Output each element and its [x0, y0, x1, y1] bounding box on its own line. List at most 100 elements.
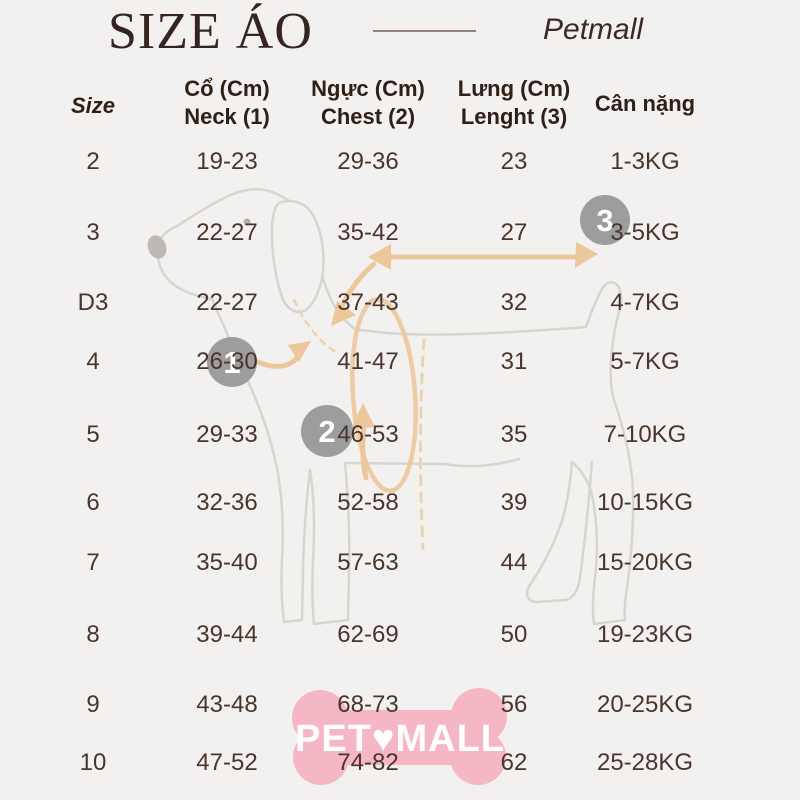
- neck-value: 26-30: [196, 348, 258, 375]
- length-value: 62: [500, 749, 528, 776]
- col-header-weight: Cân nặng: [594, 91, 696, 116]
- length-arrow-head-right: [575, 242, 598, 268]
- table-row: 9 43-48 68-73 56 20-25KG: [0, 689, 800, 721]
- col-header-neck-vi: Cổ (Cm): [184, 76, 270, 101]
- weight-value: 15-20KG: [596, 549, 694, 576]
- chest-value: 57-63: [337, 549, 399, 576]
- length-value: 31: [500, 348, 528, 375]
- size-value: 10: [79, 749, 107, 776]
- table-row: 2 19-23 29-36 23 1-3KG: [0, 146, 800, 178]
- collar-arrow-head: [288, 341, 311, 362]
- length-value: 27: [500, 219, 528, 246]
- chest-arrow-head: [351, 403, 375, 429]
- neck-value: 22-27: [196, 289, 258, 316]
- length-value: 23: [500, 148, 528, 175]
- badge-2-circle: [301, 405, 353, 457]
- chest-value: 52-58: [337, 489, 399, 516]
- col-header-length-vi: Lưng (Cm): [457, 76, 571, 101]
- girth-dashed-guide: [418, 338, 426, 550]
- size-value: 9: [86, 691, 100, 718]
- chest-value: 62-69: [337, 621, 399, 648]
- chest-value: 35-42: [337, 219, 399, 246]
- size-value: D3: [77, 289, 109, 316]
- neck-value: 22-27: [196, 219, 258, 246]
- chest-value: 46-53: [337, 421, 399, 448]
- size-value: 5: [86, 421, 100, 448]
- chest-value: 68-73: [337, 691, 399, 718]
- chest-value: 74-82: [337, 749, 399, 776]
- table-row: 5 29-33 46-53 35 7-10KG: [0, 419, 800, 451]
- size-value: 3: [86, 219, 100, 246]
- badge-3-circle: [580, 195, 630, 245]
- weight-value: 4-7KG: [610, 289, 680, 316]
- weight-value: 7-10KG: [603, 421, 687, 448]
- neck-dashed-guide: [292, 298, 339, 355]
- neck-value: 29-33: [196, 421, 258, 448]
- weight-value: 3-5KG: [610, 219, 680, 246]
- table-row: D3 22-27 37-43 32 4-7KG: [0, 287, 800, 319]
- size-value: 2: [86, 148, 100, 175]
- neck-value: 32-36: [196, 489, 258, 516]
- badge-1-circle: [207, 337, 257, 387]
- col-header-chest: Ngực (Cm) Chest (2): [293, 75, 443, 131]
- col-header-size: Size: [70, 93, 116, 118]
- size-value: 4: [86, 348, 100, 375]
- length-value: 39: [500, 489, 528, 516]
- brand-name: Petmall: [543, 13, 644, 46]
- bone-logo-text: PET♥MALL: [295, 718, 505, 760]
- chest-value: 37-43: [337, 289, 399, 316]
- badge-1-number: 1: [223, 345, 240, 380]
- weight-value: 19-23KG: [596, 621, 694, 648]
- length-value: 32: [500, 289, 528, 316]
- chest-value: 29-36: [337, 148, 399, 175]
- neck-value: 35-40: [196, 549, 258, 576]
- weight-value: 20-25KG: [596, 691, 694, 718]
- col-header-length-en: Lenght (3): [460, 104, 568, 129]
- weight-value: 25-28KG: [596, 749, 694, 776]
- size-value: 7: [86, 549, 100, 576]
- dog-nose: [147, 235, 167, 259]
- table-row: 3 22-27 35-42 27 3-5KG: [0, 217, 800, 249]
- length-arrow-head-left: [368, 244, 391, 270]
- weight-value: 1-3KG: [610, 148, 680, 175]
- col-header-length: Lưng (Cm) Lenght (3): [439, 75, 589, 131]
- length-value: 56: [500, 691, 528, 718]
- neck-value: 19-23: [196, 148, 258, 175]
- header-divider: [373, 30, 476, 32]
- table-row: 6 32-36 52-58 39 10-15KG: [0, 487, 800, 519]
- page-title: SIZE ÁO: [108, 3, 313, 60]
- petmall-bone-logo: PET♥MALL: [292, 688, 507, 785]
- size-value: 8: [86, 621, 100, 648]
- length-value: 44: [500, 549, 528, 576]
- neck-value: 43-48: [196, 691, 258, 718]
- badge-3-number: 3: [596, 203, 613, 238]
- col-header-neck: Cổ (Cm) Neck (1): [152, 75, 302, 131]
- chest-value: 41-47: [337, 348, 399, 375]
- chest-girth-ellipse: [350, 296, 418, 494]
- length-value: 50: [500, 621, 528, 648]
- col-header-neck-en: Neck (1): [184, 104, 270, 129]
- dog-ear: [270, 199, 325, 314]
- col-header-chest-en: Chest (2): [320, 104, 416, 129]
- col-header-chest-vi: Ngực (Cm): [311, 76, 425, 101]
- measure-badges: 1 2 3: [207, 195, 630, 457]
- table-row: 10 47-52 74-82 62 25-28KG: [0, 747, 800, 779]
- weight-value: 5-7KG: [610, 348, 680, 375]
- table-row: 8 39-44 62-69 50 19-23KG: [0, 619, 800, 651]
- dog-eye: [243, 218, 251, 226]
- neck-value: 39-44: [196, 621, 258, 648]
- measurement-guides: [249, 242, 598, 550]
- weight-value: 10-15KG: [596, 489, 694, 516]
- size-value: 6: [86, 489, 100, 516]
- dog-sketch: [147, 188, 635, 626]
- neck-value: 47-52: [196, 749, 258, 776]
- table-row: 7 35-40 57-63 44 15-20KG: [0, 547, 800, 579]
- table-row: 4 26-30 41-47 31 5-7KG: [0, 346, 800, 378]
- neck-arrow-head: [331, 301, 356, 326]
- badge-2-number: 2: [318, 414, 335, 449]
- neck-arrow-shaft: [341, 261, 377, 306]
- length-value: 35: [500, 421, 528, 448]
- chest-arrow-shaft: [360, 421, 369, 481]
